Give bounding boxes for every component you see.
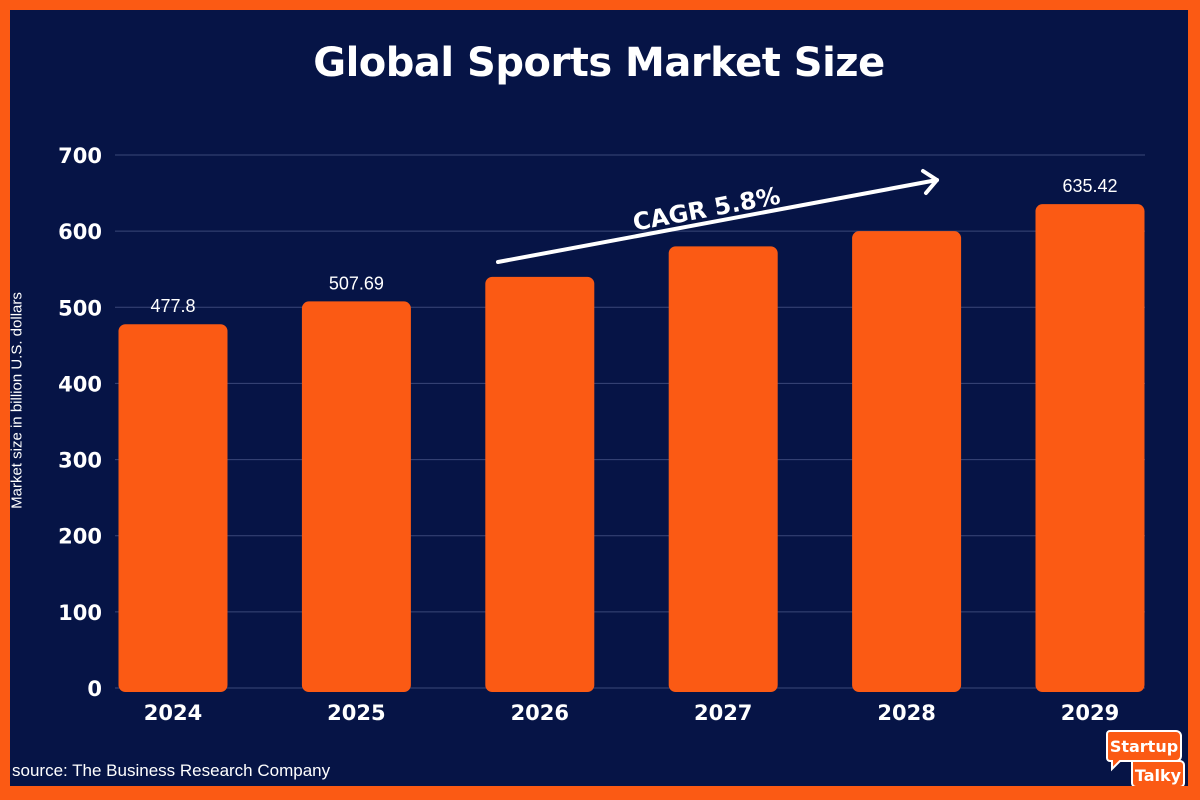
bar bbox=[668, 246, 778, 692]
y-tick-label: 300 bbox=[58, 449, 102, 473]
y-tick-label: 600 bbox=[58, 220, 102, 244]
bar-chart: 0 100 200 300 400 500 600 700 2024 477.8 2025 507.6… bbox=[58, 144, 1145, 725]
cagr-arrow-head bbox=[921, 169, 939, 195]
y-tick-label: 700 bbox=[58, 144, 102, 168]
bar bbox=[118, 324, 228, 692]
y-tick-label: 200 bbox=[58, 525, 102, 549]
x-tick-label: 2025 bbox=[327, 701, 385, 725]
chart-title: Global Sports Market Size bbox=[313, 40, 885, 86]
y-tick-label: 400 bbox=[58, 372, 102, 396]
data-label: 507.69 bbox=[329, 273, 384, 293]
y-tick-label: 500 bbox=[58, 296, 102, 320]
x-tick-label: 2028 bbox=[877, 701, 935, 725]
cagr-annotation: CAGR 5.8% bbox=[631, 182, 783, 237]
bar bbox=[852, 231, 962, 692]
svg-text:Talky: Talky bbox=[1135, 766, 1182, 785]
x-tick-label: 2024 bbox=[144, 701, 202, 725]
y-tick-label: 0 bbox=[87, 677, 102, 701]
chart-frame: Global Sports Market Size Market size in… bbox=[10, 10, 1188, 786]
data-label: 477.8 bbox=[150, 296, 195, 316]
x-tick-label: 2029 bbox=[1061, 701, 1119, 725]
x-tick-label: 2026 bbox=[511, 701, 569, 725]
bar bbox=[1035, 204, 1145, 693]
svg-text:Startup: Startup bbox=[1110, 737, 1178, 756]
startup-talky-logo: Startup Talky bbox=[1106, 730, 1185, 786]
data-label: 635.42 bbox=[1062, 176, 1117, 196]
x-tick-label: 2027 bbox=[694, 701, 752, 725]
bar bbox=[485, 276, 595, 692]
y-tick-label: 100 bbox=[58, 601, 102, 625]
source-note: source: The Business Research Company bbox=[12, 761, 331, 780]
bar bbox=[301, 301, 411, 692]
cagr-arrow bbox=[496, 178, 939, 264]
